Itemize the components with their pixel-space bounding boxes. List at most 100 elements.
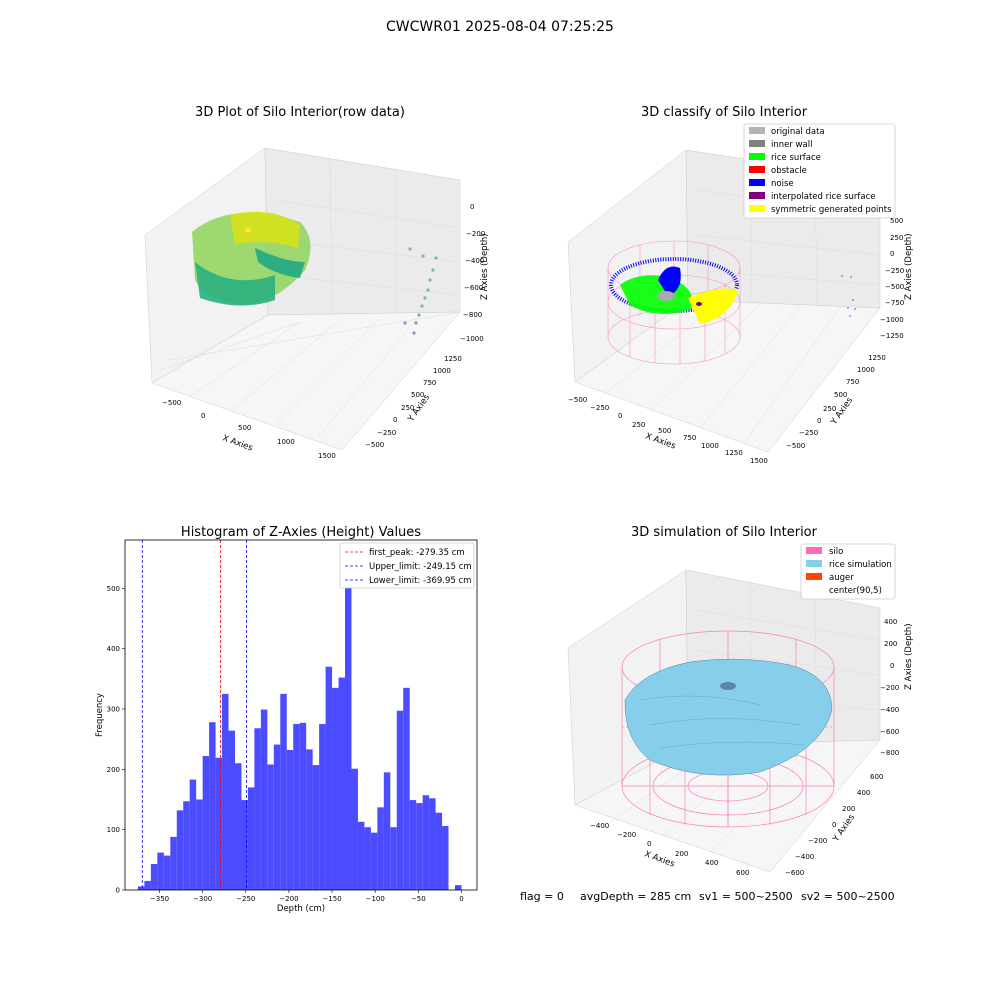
classify-legend-label: symmetric generated points <box>771 205 892 215</box>
classify-z-tick: −1250 <box>880 332 904 340</box>
raw-y-tick: −250 <box>377 429 396 437</box>
classify-legend-swatch <box>749 140 765 147</box>
histogram-bar <box>170 836 177 890</box>
classify-legend-swatch <box>749 205 765 212</box>
raw-y-tick: 500 <box>411 391 424 399</box>
histogram-lines <box>141 540 247 890</box>
histogram-bar <box>163 855 171 890</box>
simulation-x-tick: 0 <box>647 840 651 848</box>
histogram-bar <box>228 730 235 890</box>
classify-y-tick: 750 <box>846 378 859 386</box>
status-sv2: sv2 = 500~2500 <box>801 890 895 903</box>
simulation-z-tick: −800 <box>880 749 899 757</box>
simulation-z-tick: 400 <box>884 618 897 626</box>
raw-z-tick: −400 <box>465 257 484 265</box>
histogram-bar <box>325 666 333 890</box>
status-sv1: sv1 = 500~2500 <box>699 890 793 903</box>
histogram-legend: first_peak: -279.35 cm Upper_limit: -249.… <box>339 542 475 589</box>
simulation-legend-swatch <box>806 547 822 554</box>
classify-legend-label: noise <box>771 179 794 189</box>
classify-z-tick: 250 <box>890 234 903 242</box>
classify-y-tick: −250 <box>799 429 818 437</box>
histogram-x-tick-label: −300 <box>193 895 212 903</box>
raw-z-tick: −600 <box>464 284 483 292</box>
raw-x-tick: 500 <box>238 424 251 432</box>
histogram-bar <box>196 799 203 890</box>
simulation-legend-label: center(90,5) <box>829 586 882 596</box>
panel-histogram: Histogram of Z-Axies (Height) Values −35… <box>95 525 478 914</box>
simulation-legend-swatch <box>806 573 822 580</box>
raw-y-tick: −500 <box>365 441 384 449</box>
histogram-bar <box>144 880 151 890</box>
raw-z-ticks: 0 −200 −400 −600 −800 −1000 <box>460 203 485 343</box>
histogram-bar <box>189 779 197 890</box>
histogram-bar <box>396 710 404 890</box>
classify-legend-swatch <box>749 153 765 160</box>
histogram-bar <box>357 821 365 890</box>
histogram-bar <box>157 852 164 890</box>
histogram-bar <box>286 750 294 890</box>
histogram-bar <box>403 687 410 890</box>
histogram-bar <box>435 812 443 890</box>
raw-y-tick: 1250 <box>444 355 462 363</box>
histogram-y-tick-label: 100 <box>107 826 120 834</box>
classify-legend: original data inner wall rice surface obsta… <box>743 123 896 219</box>
simulation-y-tick: 400 <box>857 789 870 797</box>
raw-z-tick: −800 <box>463 311 482 319</box>
classify-y-tick: −500 <box>786 442 805 450</box>
histogram-x-tick-label: −150 <box>322 895 341 903</box>
classify-x-tick: 1000 <box>701 442 719 450</box>
classify-x-tick: 500 <box>658 427 671 435</box>
simulation-x-tick: 400 <box>705 859 718 867</box>
simulation-legend-swatch <box>806 560 822 567</box>
classify-z-tick: 500 <box>890 217 903 225</box>
simulation-y-tick: 200 <box>842 805 855 813</box>
simulation-rice-surface <box>624 658 833 776</box>
raw-x-tick: 1500 <box>318 452 336 460</box>
classify-legend-label: interpolated rice surface <box>771 192 876 202</box>
panel-raw-3d: 3D Plot of Silo Interior(row data) <box>144 105 490 460</box>
raw-cylinder-points <box>192 211 311 306</box>
histogram-legend-label: Lower_limit: -369.95 cm <box>369 576 471 586</box>
histogram-x-tick-label: 0 <box>459 895 463 903</box>
histogram-x-tick-label: −250 <box>236 895 255 903</box>
raw-outlier-points <box>403 247 438 335</box>
classify-x-tick: 1250 <box>725 449 743 457</box>
simulation-legend-label: rice simulation <box>829 560 892 570</box>
histogram-bar <box>280 693 287 890</box>
raw-z-tick: −200 <box>466 230 485 238</box>
histogram-bar <box>312 765 320 890</box>
classify-y-tick: 500 <box>834 391 847 399</box>
histogram-bar <box>345 582 352 890</box>
raw-x-tick: −500 <box>162 399 181 407</box>
histogram-bar <box>176 810 184 890</box>
simulation-y-tick: −600 <box>785 869 804 877</box>
histogram-bar <box>299 722 307 890</box>
figure-title: CWCWR01 2025-08-04 07:25:25 <box>386 19 614 35</box>
classify-x-ticks: −500 −250 0 250 500 750 1000 1250 1500 <box>568 396 768 465</box>
simulation-z-tick: −200 <box>880 684 899 692</box>
histogram-bar <box>273 744 281 890</box>
classify-legend-swatch <box>749 179 765 186</box>
simulation-x-label: X Axies <box>643 849 676 869</box>
histogram-y-tick-label: 300 <box>107 705 120 713</box>
panel-simulation-3d: 3D simulation of Silo Interior <box>567 525 914 877</box>
histogram-bar <box>183 801 190 890</box>
panel-classify-3d: 3D classify of Silo Interior <box>567 105 914 465</box>
histogram-bar <box>235 763 242 890</box>
histogram-bar <box>351 768 358 890</box>
histogram-bar <box>455 885 462 890</box>
histogram-bar <box>364 827 371 890</box>
classify-legend-label: original data <box>771 127 825 137</box>
simulation-x-ticks: −400 −200 0 200 400 600 <box>590 822 749 877</box>
classify-x-tick: 0 <box>618 412 622 420</box>
simulation-z-tick: −400 <box>880 706 899 714</box>
classify-x-tick: −250 <box>590 404 609 412</box>
raw-x-ticks: −500 0 500 1000 1500 <box>162 399 336 460</box>
histogram-bar <box>293 724 300 890</box>
histogram-bar <box>215 757 223 890</box>
histogram-title: Histogram of Z-Axies (Height) Values <box>181 525 421 540</box>
raw-x-label: X Axies <box>221 433 254 453</box>
classify-z-label: Z Axies (Depth) <box>904 233 914 300</box>
classify-y-tick: 250 <box>823 405 836 413</box>
